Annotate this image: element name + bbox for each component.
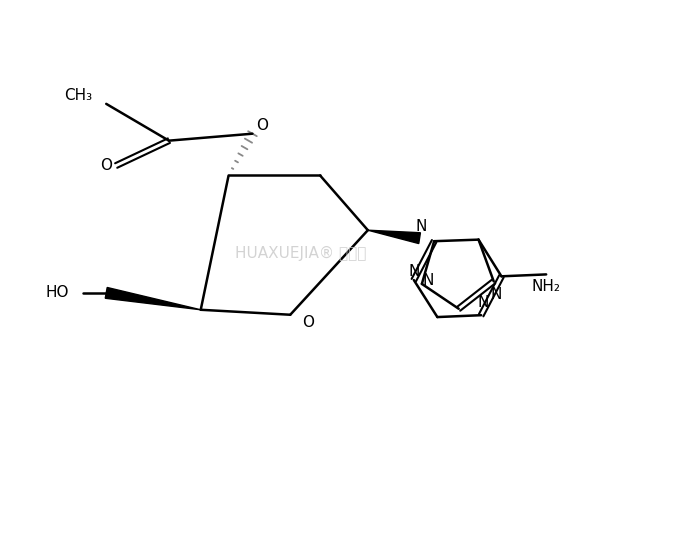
Text: N: N (416, 219, 427, 233)
Polygon shape (368, 230, 420, 244)
Text: CH₃: CH₃ (64, 88, 92, 103)
Text: O: O (302, 315, 314, 330)
Text: N: N (422, 272, 434, 288)
Text: NH₂: NH₂ (532, 279, 561, 294)
Text: N: N (409, 264, 419, 279)
Text: N: N (477, 295, 489, 310)
Text: HO: HO (46, 285, 70, 301)
Text: N: N (490, 287, 501, 302)
Text: O: O (100, 158, 113, 173)
Text: O: O (256, 118, 269, 133)
Polygon shape (105, 287, 201, 310)
Text: HUAXUEJIA® 化学加: HUAXUEJIA® 化学加 (235, 246, 366, 261)
